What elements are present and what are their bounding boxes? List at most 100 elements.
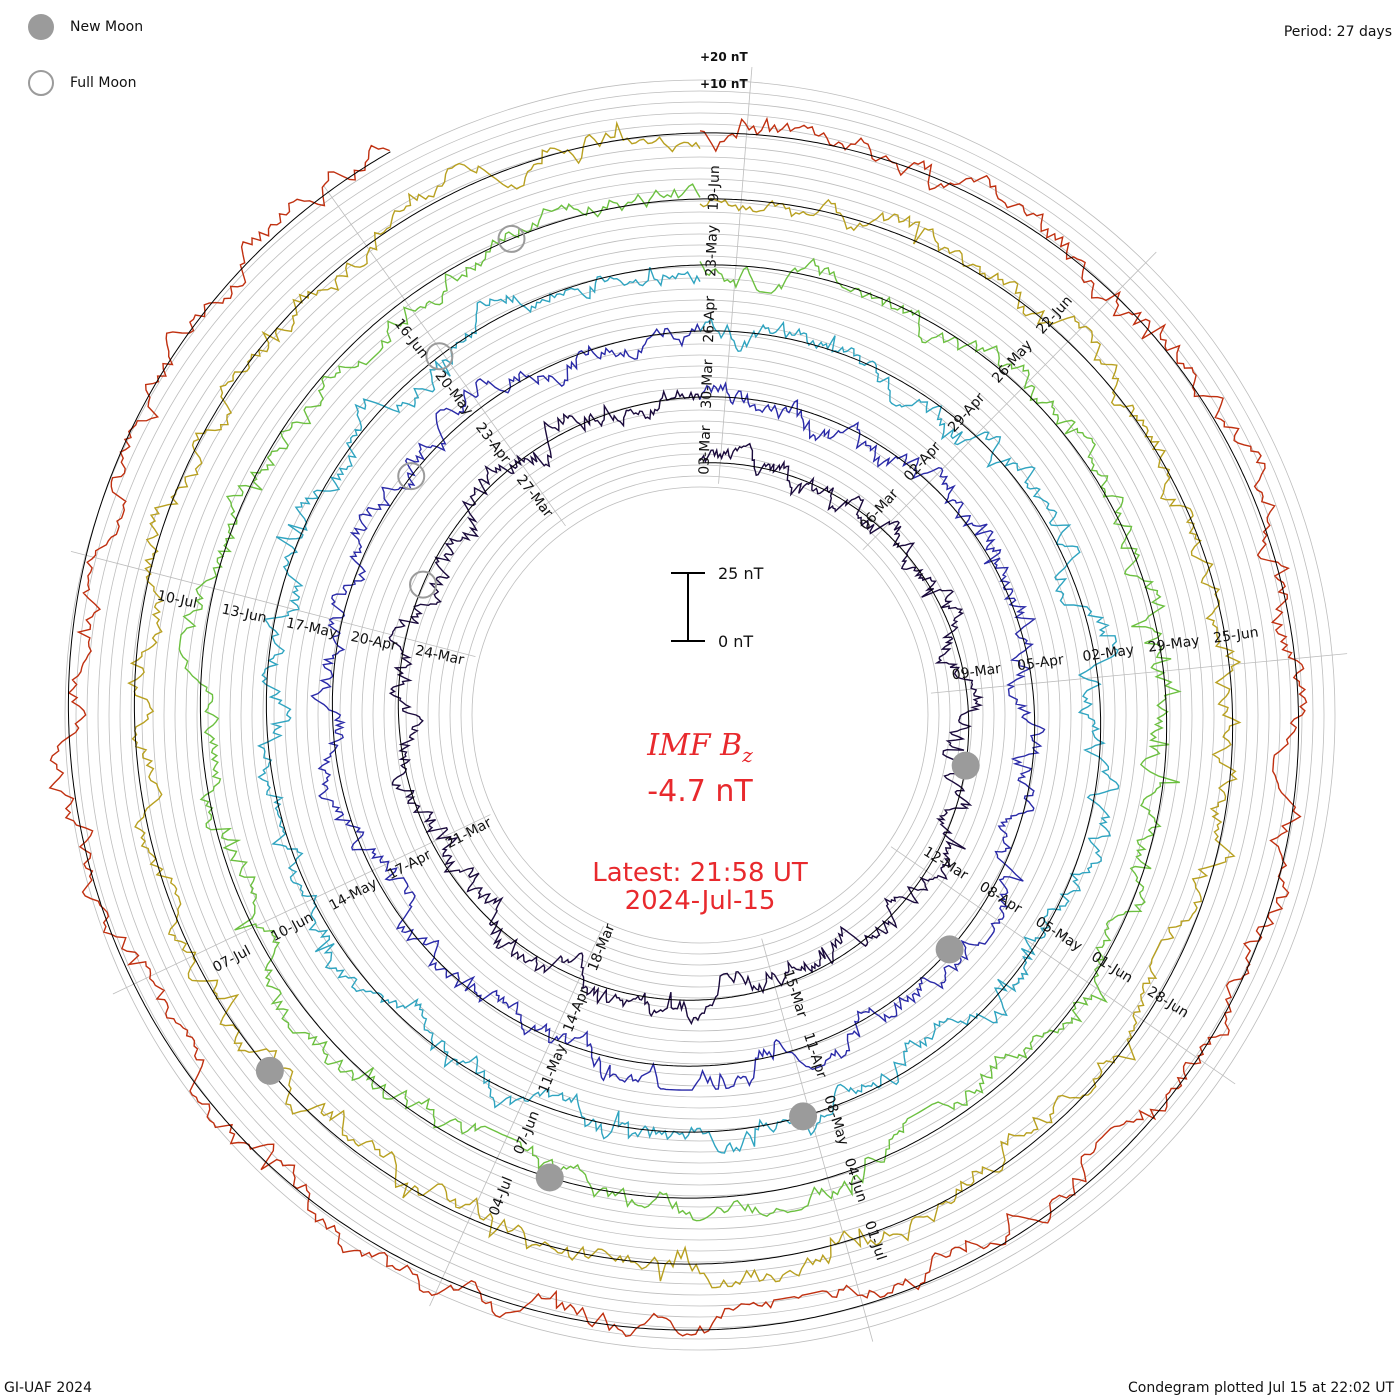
grid-circle [317,332,1083,1098]
grid-circle [75,90,1325,1340]
full-moon-icon [28,70,54,96]
moon-markers [255,224,980,1192]
date-label: 28-Jun [1144,984,1191,1022]
date-label: 10-Jul [156,588,199,612]
scale-bar [671,572,705,642]
grid-circle [306,321,1094,1109]
date-labels: 03-Mar06-Mar09-Mar12-Mar15-Mar18-Mar21-M… [156,165,1260,1262]
date-label: 13-Jun [220,601,268,626]
new-moon-label: New Moon [70,19,144,35]
spoke-line [930,653,1348,694]
baseline-ring-1 [397,396,970,1001]
baseline-ring-4 [199,198,1168,1199]
bz-trace-ring-1 [388,388,984,1026]
new-moon-marker [535,1163,564,1192]
spoke-line [718,67,753,484]
grid-circle [64,79,1336,1351]
date-label: 18-Mar [585,921,618,973]
spoke-line [429,925,604,1307]
new-moon-marker [935,935,964,964]
grid-circle [350,365,1050,1065]
date-label: 23-May [703,225,721,277]
date-label: 16-Jun [391,316,432,362]
scale-top-label: 25 nT [718,564,764,583]
grid-circle [207,222,1193,1208]
new-moon-marker [789,1102,818,1131]
date-label: 21-Mar [443,815,494,852]
footer-plotted-time: Condegram plotted Jul 15 at 22:02 UT [1127,1380,1394,1396]
bz-trace-ring-3 [257,266,1120,1154]
new-moon-marker [255,1056,284,1085]
grid-circle [460,475,940,955]
spoke-line [112,814,491,995]
date-label: 11-Apr [800,1031,830,1081]
grid-circle [405,420,995,1010]
grid-circle [119,134,1281,1296]
grid-circle [471,486,929,944]
baseline-ring-6 [67,132,1300,1331]
spoke-line [761,938,874,1342]
baseline-ring-2 [331,330,1036,1067]
ring-grid [64,79,1336,1351]
scale-bottom-label: 0 nT [718,632,754,651]
grid-circle [273,288,1127,1142]
bz-trace-ring-4 [178,183,1182,1222]
grid-circle [97,112,1303,1318]
spoke-line [322,185,566,527]
period-label: Period: 27 days [1283,24,1392,40]
grid-circle [108,123,1292,1307]
baseline-ring-3 [265,264,1102,1133]
date-label: 02-May [1082,642,1136,665]
grid-circle [240,255,1160,1175]
new-moon-marker [951,751,980,780]
spoke-lines [70,67,1348,1342]
bz-trace-ring-2 [310,322,1046,1091]
baseline-ring-5 [133,132,1234,1265]
grid-circle [218,233,1182,1197]
grid-circle [86,101,1314,1329]
full-moon-marker [409,570,438,599]
grid-circle [185,200,1215,1230]
grid-circle [130,145,1270,1285]
full-moon-marker [497,224,526,253]
legend-full-moon: Full Moon [28,70,136,96]
data-traces [48,116,1308,1337]
quantity-name: IMF B [647,728,743,763]
grid-circle [328,343,1072,1087]
latest-time: Latest: 21:58 UT [592,858,808,888]
grid-circle [427,442,973,988]
bz-trace-ring-6 [48,116,1308,1337]
spoke-line [862,251,1157,551]
date-label: 03-Mar [696,425,714,475]
grid-circle [152,167,1248,1263]
grid-circle [383,398,1017,1032]
full-moon-label: Full Moon [70,75,137,91]
latest-date: 2024-Jul-15 [624,886,776,916]
footer-credit: GI-UAF 2024 [4,1380,92,1396]
date-label: 26-Apr [701,295,719,343]
date-label: 05-Apr [1016,652,1065,674]
date-label: 30-Mar [699,359,717,409]
grid-circle [163,178,1237,1252]
ring-scale-upper: +20 nT [700,50,748,64]
spoke-line [890,846,1236,1085]
ring-scale-lower: +10 nT [700,77,748,91]
grid-circle [284,299,1116,1131]
grid-circle [262,277,1138,1153]
legend-new-moon: New Moon [28,14,143,40]
grid-circle [251,266,1149,1164]
date-label: 07-Jul [210,943,253,976]
date-label: 05-May [1032,914,1084,955]
date-label: 25-Jun [1212,625,1259,647]
zero-baselines [67,132,1300,1331]
bz-trace-ring-5 [127,120,1242,1289]
quantity-title: IMF Bz [0,728,1400,767]
quantity-subscript: z [742,743,753,767]
grid-circle [394,409,1006,1021]
date-label: 19-Jun [706,165,724,211]
new-moon-icon [28,14,54,40]
grid-circle [449,464,951,966]
date-label: 29-May [1147,633,1201,656]
grid-circle [295,310,1105,1120]
grid-circle [361,376,1039,1054]
